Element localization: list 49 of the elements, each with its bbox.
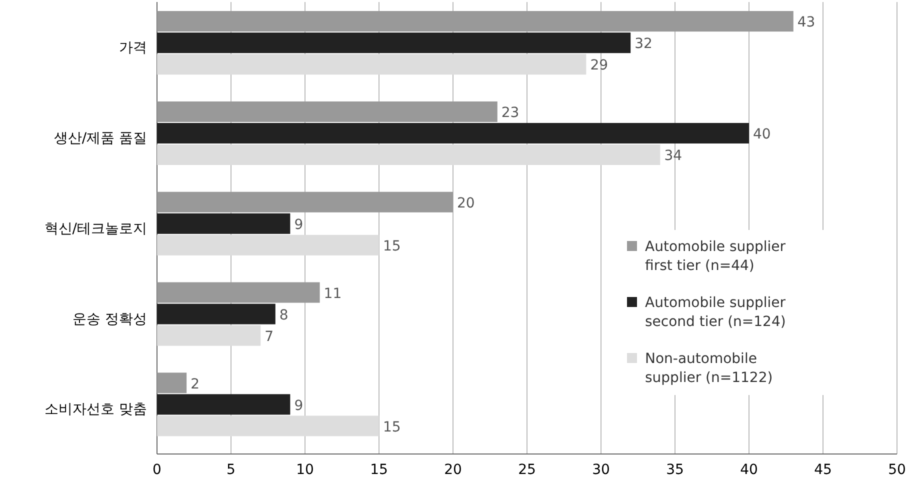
data-label: 40	[753, 126, 771, 143]
data-label: 15	[383, 419, 401, 436]
x-tick-label: 5	[226, 462, 236, 478]
data-label: 2	[190, 376, 200, 392]
data-label: 43	[797, 14, 816, 31]
y-tick-label: 운송 정확성	[72, 311, 147, 328]
legend-label: Automobile supplier first tier (n=44)	[645, 239, 786, 274]
x-tick-label: 20	[444, 462, 462, 478]
data-label: 20	[457, 196, 475, 212]
x-tick-label: 30	[592, 462, 610, 478]
x-tick-label: 45	[814, 462, 832, 478]
legend-label: Automobile supplier second tier (n=124)	[645, 295, 786, 330]
y-tick-label: 혁신/테크놀로지	[44, 220, 147, 237]
bar	[157, 416, 379, 436]
data-label: 23	[501, 105, 520, 122]
data-label: 11	[324, 286, 342, 302]
data-label: 34	[664, 148, 682, 164]
x-tick-label: 50	[888, 462, 906, 478]
data-label: 8	[279, 307, 288, 324]
bar	[157, 394, 290, 415]
bar	[157, 32, 631, 54]
bar	[157, 282, 320, 303]
bar	[157, 144, 660, 166]
data-label: 29	[590, 58, 608, 74]
data-label: 32	[634, 36, 652, 52]
y-tick-label: 가격	[119, 40, 147, 56]
x-tick-label: 25	[518, 462, 536, 478]
x-tick-label: 35	[666, 462, 684, 478]
x-tick-label: 40	[740, 462, 758, 478]
bar	[157, 325, 261, 346]
bar	[157, 101, 498, 122]
x-tick-label: 15	[370, 462, 388, 478]
bar	[157, 213, 290, 234]
y-tick-label: 소비자선호 맞춤	[44, 402, 147, 418]
data-label: 15	[383, 238, 401, 255]
data-label: 9	[294, 217, 304, 234]
x-tick-label: 10	[296, 462, 314, 478]
bar	[157, 122, 749, 144]
bar	[157, 192, 453, 212]
bar	[157, 304, 276, 324]
x-tick-label: 0	[152, 462, 162, 478]
data-label: 9	[294, 398, 304, 414]
bar	[157, 234, 379, 256]
legend-label: Non-automobile supplier (n=1122)	[645, 351, 773, 386]
bar	[157, 54, 586, 75]
bar	[157, 372, 187, 394]
data-label: 7	[264, 328, 274, 345]
bar	[157, 11, 794, 32]
y-tick-label: 생산/제품 품질	[54, 130, 147, 146]
